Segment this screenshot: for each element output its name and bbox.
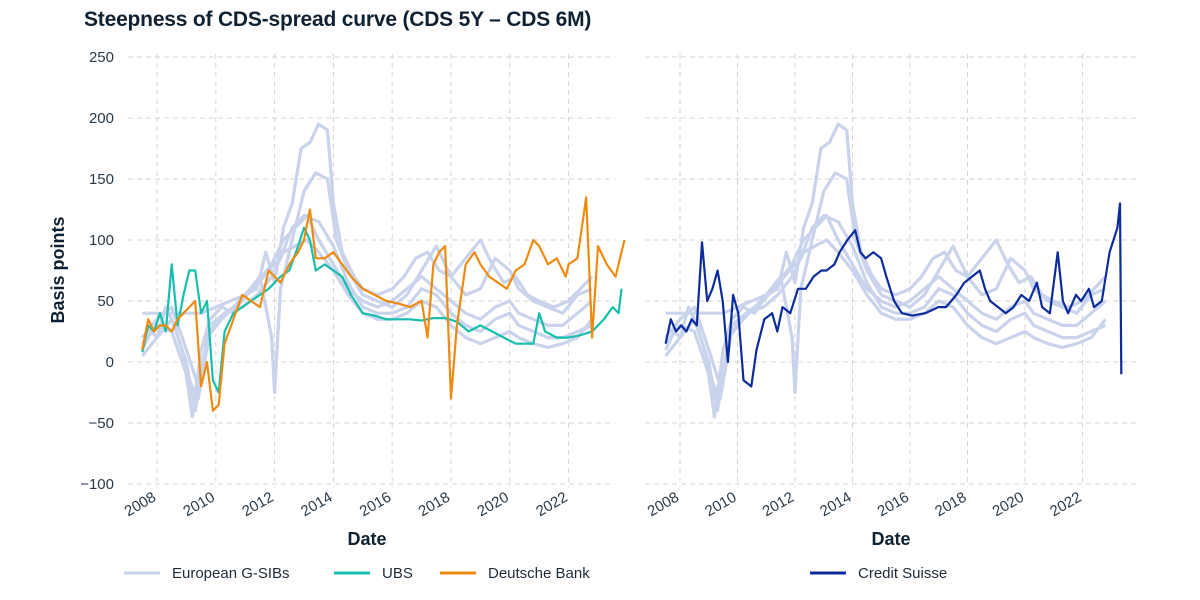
x-tick-label: 2008 (122, 489, 159, 520)
x-tick-label: 2010 (702, 489, 739, 520)
x-tick-label: 2016 (357, 489, 394, 520)
x-tick-label: 2008 (645, 489, 682, 520)
x-tick-label: 2020 (474, 489, 511, 520)
deutsche-bank-line (141, 196, 626, 412)
y-axis-ticks: −100 −50 0 50 100 150 200 250 (80, 49, 114, 493)
right-panel-grid (645, 54, 1140, 487)
right-x-axis-label: Date (871, 529, 910, 549)
legend-label: European G-SIBs (172, 565, 290, 582)
left-panel-grid (128, 54, 615, 487)
x-tick-label: 2010 (180, 489, 217, 520)
gsib-line (664, 238, 1107, 401)
x-tick-label: 2014 (817, 489, 854, 520)
ubs-line (141, 226, 623, 394)
gsib-line (141, 214, 594, 388)
legend-label: Credit Suisse (858, 565, 947, 582)
y-tick-label: 100 (89, 232, 114, 249)
chart-title: Steepness of CDS-spread curve (CDS 5Y – … (84, 8, 592, 31)
y-tick-label: 0 (106, 354, 114, 371)
gsib-line (665, 171, 1107, 395)
legend-label: UBS (382, 565, 413, 582)
x-tick-label: 2020 (990, 489, 1027, 520)
legend-right: Credit Suisse (810, 565, 947, 582)
left-x-axis-label: Date (347, 529, 386, 549)
right-panel-lines (664, 122, 1123, 419)
y-tick-label: 200 (89, 110, 114, 127)
left-x-axis-ticks: 2008 2010 2012 2014 2016 2018 2020 2022 (122, 489, 571, 520)
gsib-line (664, 214, 1107, 388)
x-tick-label: 2022 (533, 489, 570, 520)
y-tick-label: −50 (89, 415, 114, 432)
gsib-line (664, 122, 1107, 419)
x-tick-label: 2018 (932, 489, 969, 520)
right-x-axis-ticks: 2008 2010 2012 2014 2016 2018 2020 2022 (645, 489, 1085, 520)
gsib-line (140, 122, 594, 419)
credit-suisse-line (664, 202, 1123, 388)
x-tick-label: 2016 (875, 489, 912, 520)
x-tick-label: 2012 (760, 489, 797, 520)
x-tick-label: 2018 (416, 489, 453, 520)
y-tick-label: 150 (89, 171, 114, 188)
y-tick-label: 250 (89, 49, 114, 66)
y-axis-label: Basis points (48, 216, 68, 323)
x-tick-label: 2014 (298, 489, 335, 520)
legend-left: European G-SIBs UBS Deutsche Bank (124, 565, 590, 582)
left-panel-lines (140, 122, 626, 419)
y-tick-label: 50 (97, 293, 114, 310)
x-tick-label: 2022 (1047, 489, 1084, 520)
y-tick-label: −100 (80, 476, 114, 493)
gsib-line (142, 171, 593, 395)
legend-label: Deutsche Bank (488, 565, 590, 582)
x-tick-label: 2012 (239, 489, 276, 520)
